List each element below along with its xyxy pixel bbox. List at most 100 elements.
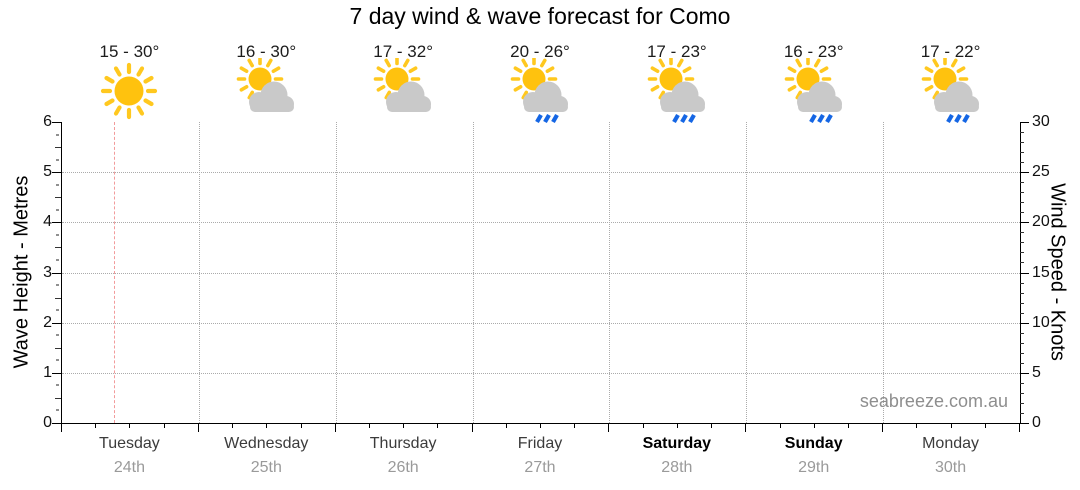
wind-axis-minor-tick	[1020, 162, 1024, 164]
sunny-icon	[97, 58, 161, 124]
wave-axis-minor-tick	[55, 147, 61, 149]
temperature-range-label: 16 - 30°	[236, 42, 297, 61]
time-axis-minor-tick	[95, 424, 97, 428]
temperature-range-label: 17 - 32°	[373, 42, 433, 61]
time-axis-minor-tick	[642, 424, 644, 428]
day-date-label: 24th	[113, 459, 145, 476]
time-axis-minor-tick	[950, 424, 952, 428]
wave-axis-tick-label: 5	[43, 163, 52, 181]
wave-axis-minor-tick	[56, 284, 59, 287]
wind-axis-minor-tick	[1020, 202, 1024, 204]
time-axis-minor-tick	[813, 424, 815, 428]
wave-axis-minor-tick	[55, 347, 61, 349]
time-axis-minor-tick	[129, 424, 131, 428]
wind-axis-major-tick	[1020, 372, 1029, 374]
time-axis-major-tick	[745, 424, 747, 432]
wave-axis-major-tick	[52, 423, 61, 424]
time-axis-minor-tick	[232, 424, 234, 428]
wind-axis-minor-tick	[1020, 212, 1024, 214]
wind-axis-minor-tick	[1020, 152, 1024, 154]
temperature-range-label: 20 - 26°	[510, 42, 570, 61]
time-axis-minor-tick	[437, 424, 439, 428]
sun-cloud-rain-icon	[645, 55, 709, 124]
time-axis-minor-tick	[300, 424, 302, 428]
wave-axis-minor-tick	[55, 197, 61, 199]
time-axis-minor-tick	[403, 424, 405, 428]
day-date-label: 25th	[250, 459, 282, 476]
wave-axis-minor-tick	[56, 309, 59, 312]
wave-axis-tick-label: 3	[43, 263, 52, 281]
sun-cloud-rain-icon	[782, 55, 846, 124]
wind-axis-tick-label: 25	[1032, 163, 1050, 181]
wave-axis-minor-tick	[55, 247, 61, 249]
day-date-label: 29th	[798, 459, 830, 476]
time-axis-minor-tick	[779, 424, 781, 428]
time-axis-minor-tick	[540, 424, 541, 428]
wind-axis-tick-label: 30	[1032, 113, 1050, 130]
wave-axis-minor-tick	[56, 409, 59, 412]
wave-axis-minor-tick	[56, 334, 59, 337]
gridline-vertical	[472, 122, 474, 423]
wind-axis-tick-label: 15	[1032, 263, 1050, 281]
wind-axis-minor-tick	[1020, 192, 1024, 194]
wave-axis-minor-tick	[56, 258, 59, 261]
time-axis-major-tick	[882, 424, 884, 432]
time-axis-minor-tick	[505, 424, 507, 428]
wave-axis-major-tick	[52, 322, 61, 324]
wind-axis-minor-tick	[1020, 332, 1024, 334]
wind-axis-minor-tick	[1020, 252, 1024, 254]
day-date-label: 27th	[524, 459, 556, 476]
wind-axis-minor-tick	[1020, 282, 1024, 284]
wind-axis-minor-tick	[1020, 392, 1024, 394]
watermark-text: seabreeze.com.au	[859, 391, 1008, 411]
sun-cloud-icon	[371, 55, 435, 124]
wind-axis-minor-tick	[1020, 412, 1024, 414]
wave-axis-tick-label: 2	[43, 313, 52, 331]
sun-cloud-icon	[234, 55, 298, 124]
wave-axis-minor-tick	[55, 297, 61, 299]
wave-axis-minor-tick	[56, 133, 59, 136]
wind-axis-minor-tick	[1020, 182, 1024, 184]
gridline-horizontal	[62, 222, 1020, 224]
wind-axis-minor-tick	[1020, 362, 1024, 364]
time-axis-minor-tick	[676, 424, 678, 428]
plot-area	[61, 122, 1021, 424]
temperature-range-label: 16 - 23°	[783, 42, 844, 61]
wave-axis-minor-tick	[56, 359, 59, 362]
wave-axis-minor-tick	[56, 158, 59, 161]
wind-axis-minor-tick	[1020, 232, 1024, 234]
wave-axis-major-tick	[52, 222, 61, 224]
temperature-range-label: 17 - 22°	[920, 42, 981, 61]
gridline-vertical	[198, 122, 200, 423]
wind-axis-major-tick	[1020, 423, 1029, 424]
time-axis-major-tick	[334, 424, 336, 432]
wave-axis-minor-tick	[55, 397, 61, 399]
wind-axis-tick-label: 5	[1032, 363, 1041, 381]
temperature-range-label: 15 - 30°	[99, 42, 160, 61]
wind-axis-major-tick	[1020, 222, 1029, 224]
day-name-label: Sunday	[784, 435, 843, 452]
gridline-horizontal	[62, 372, 1020, 374]
time-axis-minor-tick	[984, 424, 986, 428]
wind-axis-minor-tick	[1020, 312, 1024, 314]
page-title: 7 day wind & wave forecast for Como	[349, 3, 731, 29]
gridline-vertical	[883, 122, 885, 423]
time-axis-minor-tick	[574, 424, 576, 428]
wind-axis-minor-tick	[1020, 402, 1024, 404]
time-axis-minor-tick	[266, 424, 268, 428]
wind-axis-minor-tick	[1020, 352, 1024, 354]
current-time-marker	[114, 122, 115, 423]
wave-axis-major-tick	[52, 372, 61, 374]
day-name-label: Saturday	[642, 435, 712, 452]
gridline-horizontal	[62, 172, 1020, 174]
wind-axis-minor-tick	[1020, 132, 1024, 134]
wind-axis-tick-label: 10	[1032, 313, 1050, 331]
gridline-vertical	[609, 122, 611, 423]
day-date-label: 28th	[661, 459, 693, 476]
wave-axis-minor-tick	[56, 233, 59, 236]
temperature-range-label: 17 - 23°	[646, 42, 707, 61]
wind-axis-tick-label: 20	[1032, 213, 1050, 231]
time-axis-major-tick	[1019, 424, 1020, 432]
gridline-vertical	[746, 122, 748, 423]
